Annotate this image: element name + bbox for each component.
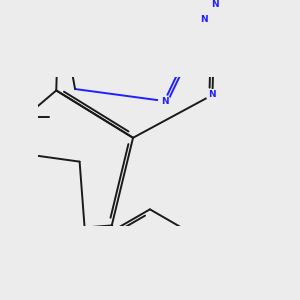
- Text: N: N: [211, 0, 219, 9]
- Text: N: N: [208, 90, 216, 99]
- Text: N: N: [160, 97, 168, 106]
- Text: N: N: [200, 15, 207, 24]
